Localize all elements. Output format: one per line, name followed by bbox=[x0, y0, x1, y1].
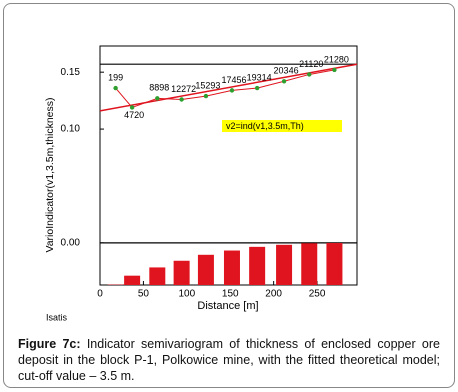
pair-bar bbox=[149, 267, 166, 285]
variogram-line bbox=[115, 69, 335, 109]
variogram-point bbox=[113, 85, 118, 91]
pair-bar bbox=[301, 243, 318, 285]
pair-bar bbox=[124, 275, 141, 285]
x-tick-label: 150 bbox=[222, 289, 239, 300]
variogram-point bbox=[281, 79, 287, 84]
pair-count-label: 8898 bbox=[149, 83, 169, 93]
variogram-point bbox=[307, 72, 312, 77]
x-axis-label: Distance [m] bbox=[197, 300, 258, 312]
variogram-point bbox=[254, 85, 260, 91]
pair-bar bbox=[276, 244, 293, 285]
variogram-point bbox=[155, 96, 160, 101]
software-label: Isatis bbox=[46, 312, 68, 322]
chart: v2=ind(v1,3.5m,Th) Distance [m] VarioInd… bbox=[44, 45, 358, 322]
y-tick-label: 0.10 bbox=[61, 124, 81, 135]
variogram-point bbox=[229, 88, 235, 93]
model-line bbox=[99, 63, 358, 112]
pair-count-label: 19314 bbox=[247, 72, 272, 82]
variogram-point bbox=[179, 97, 184, 102]
variogram-point bbox=[203, 93, 209, 99]
pair-count-label: 20346 bbox=[274, 66, 299, 76]
y-tick-label: 0.00 bbox=[61, 238, 81, 249]
pair-count-label: 12272 bbox=[171, 84, 196, 94]
caption-label: Figure 7c: bbox=[18, 337, 81, 351]
variogram-point bbox=[129, 105, 135, 110]
pair-bar bbox=[223, 250, 240, 285]
pair-bar bbox=[197, 254, 214, 285]
variogram-point bbox=[332, 67, 337, 73]
annotation-box bbox=[222, 120, 342, 132]
y-axis-label: VarioIndicator(v1,3.5m,thickness) bbox=[44, 97, 56, 252]
caption: Figure 7c: Indicator semivariogram of th… bbox=[18, 336, 440, 384]
x-tick-label: 100 bbox=[178, 289, 195, 300]
pair-count-label: 21280 bbox=[324, 54, 349, 64]
annotation: v2=ind(v1,3.5m,Th) bbox=[226, 121, 304, 131]
pair-count-label: 21120 bbox=[299, 59, 323, 69]
x-tick-label: 50 bbox=[138, 289, 150, 300]
pair-bar bbox=[249, 246, 266, 285]
x-tick-label: 250 bbox=[309, 289, 326, 300]
pair-count-label: 15293 bbox=[195, 80, 220, 90]
pair-count-label: 199 bbox=[108, 72, 123, 82]
pair-bar bbox=[173, 260, 190, 285]
pair-count-label: 17456 bbox=[221, 75, 246, 85]
x-tick-label: 200 bbox=[265, 289, 282, 300]
pair-count-label: 4720 bbox=[124, 110, 144, 120]
pair-bar bbox=[326, 242, 343, 285]
figure-border bbox=[3, 3, 455, 388]
x-tick-label: 0 bbox=[97, 289, 103, 300]
caption-text: Indicator semivariogram of thickness of … bbox=[18, 337, 440, 383]
y-tick-label: 0.15 bbox=[61, 67, 81, 78]
